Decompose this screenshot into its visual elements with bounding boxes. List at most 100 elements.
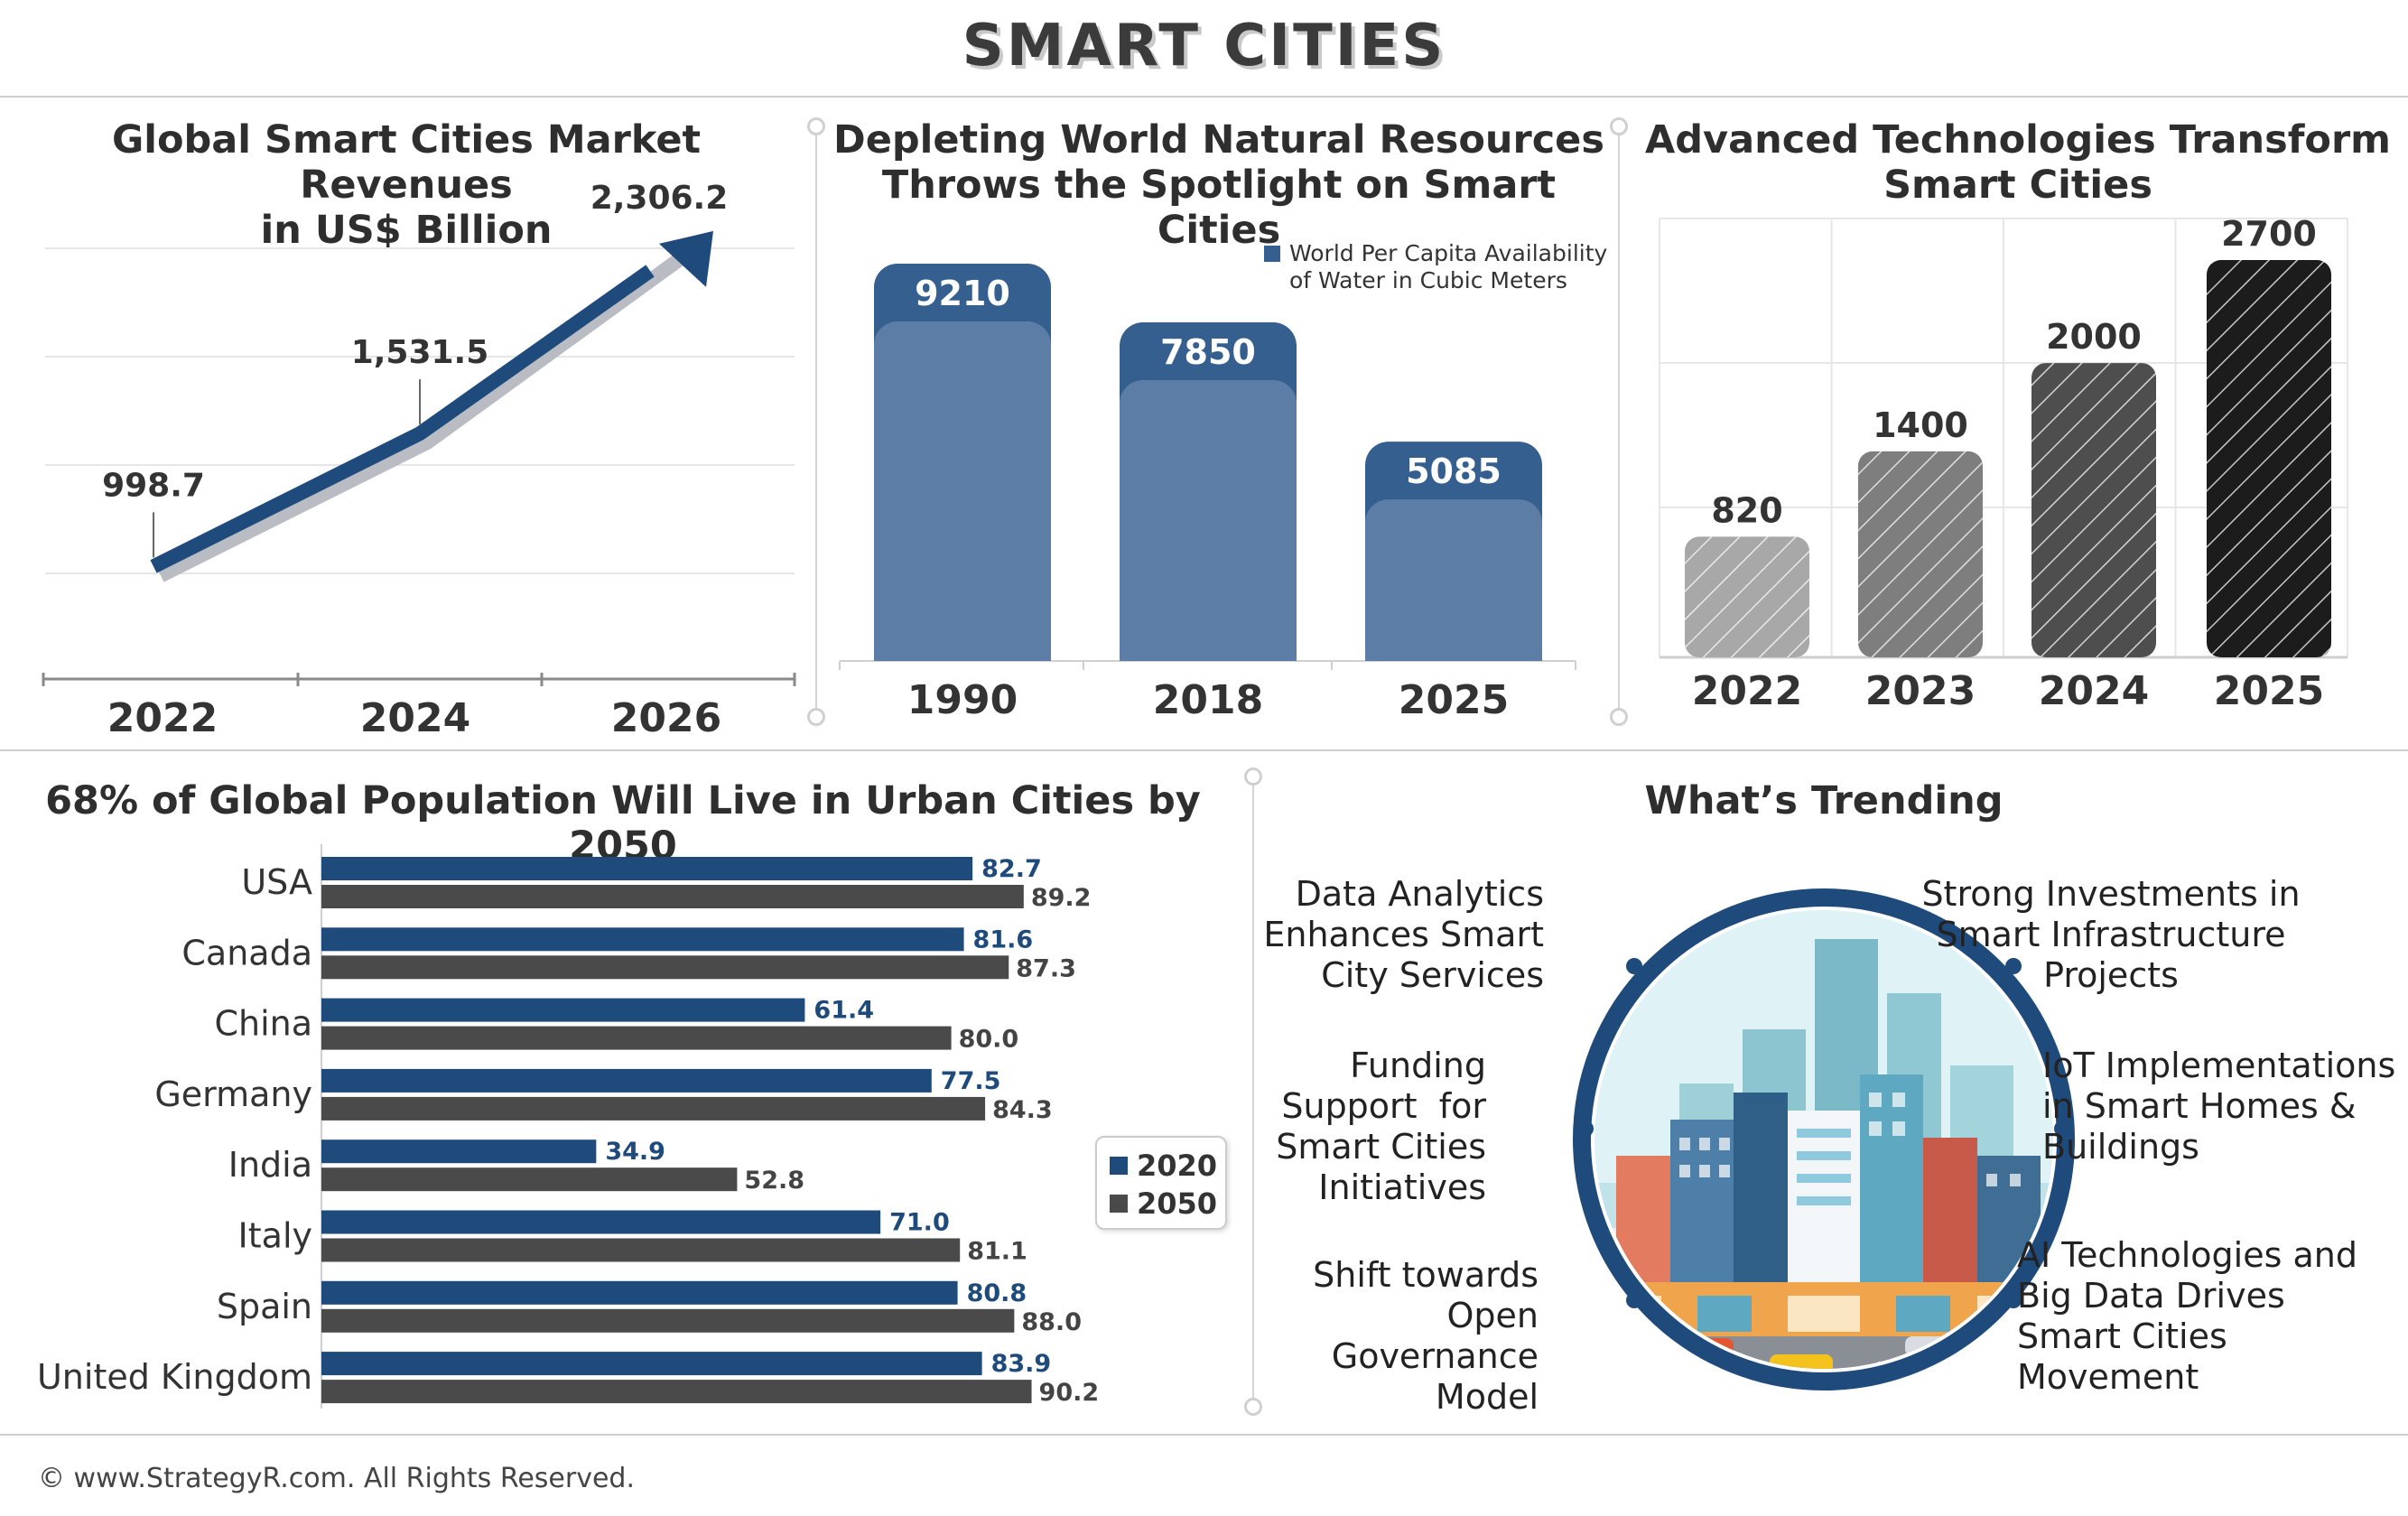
bar-value-label: 7850 [1160,332,1256,372]
footer-copyright: © www.StrategyR.com. All Rights Reserved… [38,1463,635,1494]
trend-data-analytics: Data Analytics Enhances Smart City Servi… [1174,874,1544,996]
x-tick-label: 2026 [611,695,721,741]
x-tick-label: 2025 [1399,677,1509,723]
x-tick-label: 2022 [1692,668,1802,714]
value-label-2050: 52.8 [744,1167,804,1195]
bar-2050 [321,885,1024,908]
page-title: SMART CITIES [962,13,1446,79]
bar-2050 [321,1096,986,1121]
water-legend-line2: of Water in Cubic Meters [1289,267,1567,293]
water-chart: 9210 1990 7850 2018 5085 2025 [839,264,1576,723]
market-chart-title: Global Smart Cities Market Revenues in U… [18,117,795,253]
legend-2020-swatch [1110,1157,1128,1175]
divider-1-bottom-dot [807,708,825,726]
title-divider [0,96,2408,98]
bar-value-label: 2000 [2046,317,2142,357]
y-tick-label: Spain [217,1287,312,1326]
city-illustration [1573,888,2075,1390]
trend-line: Big Data Drives [2017,1276,2285,1316]
urban-chart: 82.789.2 USA 81.687.3 Canada 61.4 80.0 China 77… [37,844,1100,1409]
value-label-2050: 89.2 [1031,884,1092,912]
value-label-2050: 87.3 [1016,954,1076,982]
trend-iot-implementations: IoT Implementations in Smart Homes & Bui… [2042,1046,2403,1167]
trend-strong-investments: Strong Investments in Smart Infrastructu… [1921,874,2301,996]
value-label-2050: 80.0 [959,1026,1019,1054]
bar-2020 [321,998,805,1022]
x-tick-label: 2025 [2214,668,2324,714]
trend-line: Initiatives [1318,1167,1486,1207]
divider-1 [815,126,817,713]
x-tick-label: 1990 [907,677,1018,723]
bar-2020 [321,1139,597,1164]
trend-line: AI Technologies and [2017,1235,2357,1275]
bar-hatch [1858,451,1983,657]
bar-value-label: 820 [1711,490,1782,530]
divider-3-bottom-dot [1244,1398,1262,1416]
trend-line: Buildings [2042,1127,2199,1167]
bar-2050 [321,1167,738,1192]
value-label-2050: 90.2 [1039,1379,1100,1407]
trend-funding-support: Funding Support for Smart Cities Initiat… [1174,1046,1486,1208]
y-tick-label: Italy [238,1216,312,1256]
x-tick-label: 2024 [360,695,470,741]
value-label-2020: 71.0 [889,1209,950,1237]
water-chart-title: Depleting World Natural Resources Throws… [831,117,1607,253]
urban-chart-title: 68% of Global Population Will Live in Ur… [45,778,1201,869]
y-tick-label: Canada [181,933,312,972]
divider-2 [1618,126,1620,713]
y-tick-label: United Kingdom [37,1357,312,1397]
value-label-2020: 82.7 [981,855,1042,883]
bar-2020 [321,1280,958,1305]
divider-2-top-dot [1610,117,1628,135]
trend-line: Open [1446,1296,1539,1335]
trend-line: Movement [2017,1357,2199,1397]
market-title-line2: in US$ Billion [260,208,553,253]
value-label-2020: 77.5 [941,1067,1001,1095]
urban-legend: 2020 2050 [1095,1136,1227,1230]
market-chart: 2022 2024 2026 998.7 1,531.5 2,306.2 [42,180,796,741]
x-tick-label: 2023 [1865,668,1976,714]
value-label-2020: 80.8 [967,1279,1027,1307]
value-label-2050: 84.3 [992,1096,1053,1124]
legend-2020-label: 2020 [1137,1149,1218,1183]
x-tick-label: 2022 [107,695,218,741]
trend-line: Enhances Smart [1263,915,1544,954]
trend-line: Smart Cities [2017,1316,2227,1356]
series-line [150,265,655,573]
trend-line: IoT Implementations [2042,1046,2396,1085]
y-tick-label: Germany [154,1074,312,1114]
divider-1-top-dot [807,117,825,135]
tech-title-line2: Smart Cities [1883,163,2152,208]
trend-line: Governance [1331,1336,1539,1376]
bar-2020 [321,927,964,952]
trend-line: Funding [1350,1046,1486,1085]
divider-2-bottom-dot [1610,708,1628,726]
bar-2050 [321,955,1009,980]
bar-hatch [1685,536,1809,657]
value-label: 2,306.2 [590,180,729,217]
bar-value-label: 9210 [915,274,1010,313]
bar-2020 [321,857,973,880]
bar-body [1365,499,1542,661]
divider-3-top-dot [1244,767,1262,786]
bar-value-label: 1400 [1873,405,1968,445]
x-tick-label: 2018 [1153,677,1263,723]
water-title-line2: Throws the Spotlight on Smart Cities [881,163,1557,253]
y-tick-label: China [214,1004,312,1044]
bar-body [1120,379,1297,661]
value-label: 998.7 [102,467,205,504]
trend-line: Data Analytics [1295,874,1544,914]
bar-hatch [2207,260,2331,657]
bar-base [1365,634,1542,661]
bar-body [874,321,1051,661]
legend-2050-swatch [1110,1195,1128,1213]
trend-line: Smart Cities [1276,1127,1486,1167]
bar-2020 [321,1210,881,1234]
tech-chart-title: Advanced Technologies Transform Smart Ci… [1634,117,2402,208]
water-legend-line1: World Per Capita Availability [1289,240,1608,266]
value-label-2020: 61.4 [814,997,874,1025]
trend-line: in Smart Homes & [2042,1086,2357,1126]
legend-2050-label: 2050 [1137,1186,1218,1221]
trend-line: Projects [2043,955,2179,995]
bar-2020 [321,1352,982,1376]
